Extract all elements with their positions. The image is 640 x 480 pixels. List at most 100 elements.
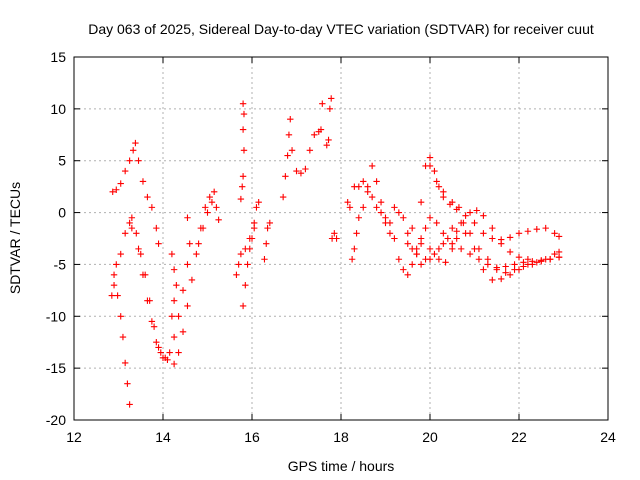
data-point [348,256,356,263]
series-arc-16 [351,178,398,242]
data-point [132,139,139,147]
data-point [117,313,124,320]
data-point [551,250,558,258]
data-point [493,266,500,273]
data-point [480,266,487,273]
data-point [204,209,211,216]
data-point [285,131,293,138]
x-tick-label: 14 [155,429,171,445]
data-point [466,209,474,216]
data-point [242,245,249,253]
y-tick-label: 15 [50,49,66,65]
data-point [351,245,358,253]
data-point [404,230,411,237]
series-arc-7 [237,100,248,203]
data-point [126,219,133,227]
data-point [121,359,129,367]
data-point [462,212,469,219]
data-point [360,178,367,185]
data-point [449,245,456,253]
data-point [255,199,262,206]
data-point [242,281,249,289]
data-point [144,193,151,201]
data-point [108,292,116,299]
data-point [119,333,127,341]
data-point [235,261,242,268]
data-point [475,245,483,253]
data-point [135,157,142,164]
data-point [400,214,407,221]
data-point [529,261,536,268]
data-point [538,258,545,265]
x-tick-label: 12 [66,429,82,445]
data-point [444,235,451,242]
x-tick-label: 18 [333,429,349,445]
x-axis-label: GPS time / hours [288,458,395,474]
data-point [184,302,191,310]
data-series [108,95,563,408]
data-point [139,271,147,278]
data-point [355,214,362,221]
data-point [193,250,200,258]
data-point [144,297,151,304]
data-point [520,263,527,270]
data-point [170,266,178,273]
data-point [489,235,496,242]
data-point [113,186,120,193]
data-point [457,245,465,253]
data-point [184,214,191,221]
data-point [179,287,187,294]
data-point [126,157,133,164]
data-point [155,240,162,247]
data-point [431,167,438,175]
series-arc-13 [328,230,340,242]
data-point [233,271,240,278]
data-point [506,248,514,256]
data-point [170,333,178,341]
data-point [117,250,124,258]
series-arc-9 [233,224,258,278]
data-point [426,214,434,221]
data-point [188,276,196,284]
data-point [215,216,222,224]
x-tick-label: 22 [511,429,527,445]
data-point [317,126,325,133]
series-arc-14 [344,199,354,211]
data-point [426,162,434,170]
data-point [433,219,440,227]
data-point [355,183,362,190]
data-point [162,354,169,361]
data-point [199,224,207,232]
data-point [263,240,270,247]
data-point [480,212,487,219]
y-tick-label: -15 [46,360,66,376]
data-point [148,204,156,211]
data-point [166,349,173,356]
data-point [489,224,496,232]
data-point [239,126,247,133]
data-point [440,188,447,196]
data-point [502,263,509,270]
data-point [173,281,180,289]
data-point [440,230,447,237]
data-point [555,233,563,240]
y-tick-label: -10 [46,308,66,324]
data-point [186,240,193,247]
data-point [417,199,425,206]
data-point [325,136,332,144]
data-point [368,193,376,201]
data-point [386,230,394,237]
data-point [426,245,434,253]
series-arc-11 [279,100,326,201]
series-arc-5 [168,250,180,320]
data-point [179,328,187,336]
data-point [253,204,260,211]
data-point [128,214,136,221]
data-point [113,261,120,268]
x-tick-label: 24 [600,429,616,445]
y-tick-label: -20 [46,412,66,428]
data-point [155,344,162,351]
series-arc-12 [323,95,335,149]
data-point [400,266,407,273]
series-arc-4 [128,214,193,361]
